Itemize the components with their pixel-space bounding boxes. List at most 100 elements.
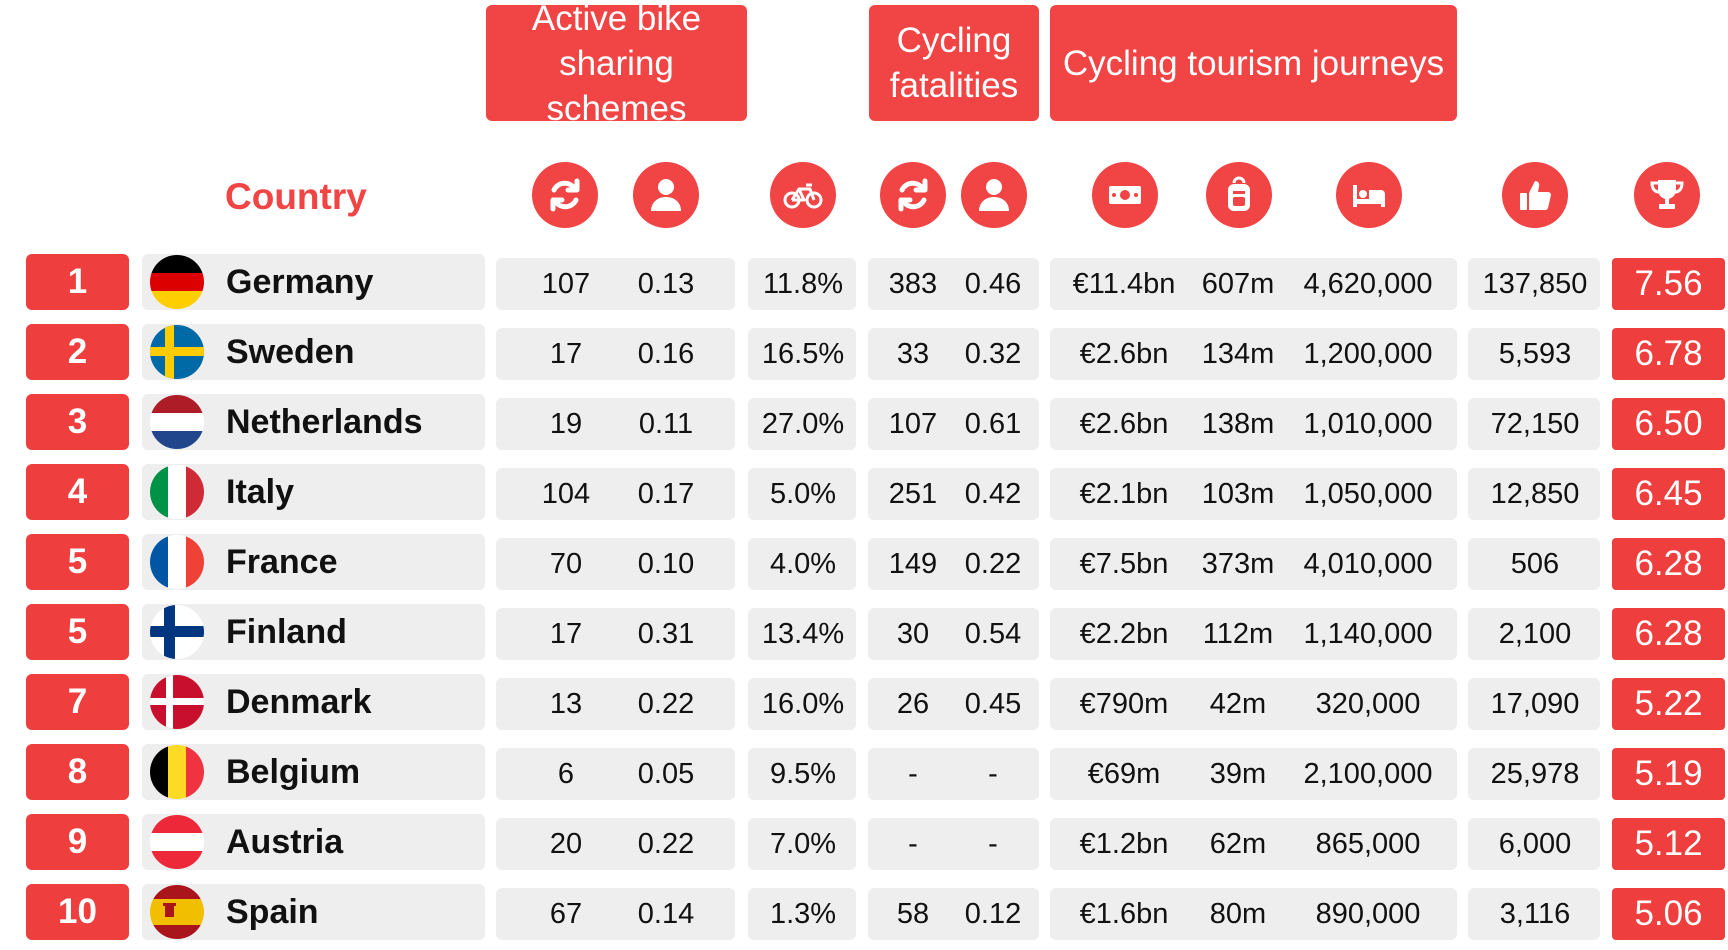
schemes_per_capita-cell: 0.31	[637, 618, 695, 650]
tourism_value-cell: €2.1bn	[1079, 478, 1169, 510]
value-panel	[1050, 398, 1457, 450]
cycling_share-cell: 16.0%	[761, 688, 845, 720]
value-panel	[1468, 258, 1600, 310]
likes-cell: 72,150	[1490, 408, 1580, 440]
tourism_overnight-cell: 4,620,000	[1303, 268, 1433, 300]
tourism-header: Cycling tourism journeys	[1050, 5, 1457, 121]
cycling_share-cell: 9.5%	[769, 758, 837, 790]
schemes-cell: 6	[557, 758, 575, 790]
fatalities-cell: 107	[888, 408, 938, 440]
cycling_share-cell: 4.0%	[769, 548, 837, 580]
tourism_overnight-cell: 320,000	[1315, 688, 1421, 720]
value-panel	[496, 748, 735, 800]
value-panel	[748, 398, 856, 450]
tourism_overnight-cell: 1,010,000	[1303, 408, 1433, 440]
tourism_value-cell: €2.6bn	[1079, 338, 1169, 370]
value-panel	[748, 608, 856, 660]
value-panel	[496, 538, 735, 590]
value-panel	[868, 398, 1039, 450]
country-name: Spain	[226, 893, 319, 931]
tourism_value-cell: €2.6bn	[1079, 408, 1169, 440]
rank-badge: 9	[26, 814, 129, 870]
value-panel	[868, 468, 1039, 520]
belgium-flag	[150, 745, 204, 799]
country-name: Italy	[226, 473, 295, 511]
value-panel	[1468, 328, 1600, 380]
schemes-cell: 17	[549, 338, 583, 370]
schemes-cell: 104	[541, 478, 591, 510]
score-badge: 7.56	[1612, 258, 1725, 310]
bed-icon	[1336, 162, 1402, 228]
likes-cell: 137,850	[1482, 268, 1588, 300]
france-flag	[150, 535, 204, 589]
value-panel	[1050, 258, 1457, 310]
value-panel	[748, 538, 856, 590]
tourism_overnight-cell: 1,050,000	[1303, 478, 1433, 510]
schemes_per_capita-cell: 0.10	[637, 548, 695, 580]
value-panel	[1050, 328, 1457, 380]
tourism_journeys-cell: 373m	[1201, 548, 1275, 580]
value-panel	[748, 468, 856, 520]
table-row: 10 Spain 67 0.14 1.3% 58 0.12 €1.6bn 80m 890,000 3…	[0, 884, 1728, 940]
likes-cell: 3,116	[1499, 898, 1571, 930]
value-panel	[1050, 468, 1457, 520]
likes-cell: 17,090	[1490, 688, 1580, 720]
country-name: Germany	[226, 263, 374, 301]
schemes-cell: 13	[549, 688, 583, 720]
country-name: Austria	[226, 823, 344, 861]
fatalities-cell: 33	[896, 338, 930, 370]
rank-badge: 7	[26, 674, 129, 730]
trophy-icon	[1634, 162, 1700, 228]
tourism_journeys-cell: 80m	[1209, 898, 1267, 930]
table-row: 5 Finland 17 0.31 13.4% 30 0.54 €2.2bn 112m 1,140…	[0, 604, 1728, 660]
schemes_per_capita-cell: 0.05	[637, 758, 695, 790]
rank-badge: 5	[26, 534, 129, 590]
cycling_share-cell: 27.0%	[761, 408, 845, 440]
value-panel	[1050, 538, 1457, 590]
fatalities-cell: 149	[888, 548, 938, 580]
value-panel	[496, 468, 735, 520]
value-panel	[496, 678, 735, 730]
score-badge: 5.22	[1612, 678, 1725, 730]
value-panel	[1050, 888, 1457, 940]
table-row: 3 Netherlands 19 0.11 27.0% 107 0.61 €2.6bn 138m…	[0, 394, 1728, 450]
sweden-flag	[150, 325, 204, 379]
value-panel	[748, 328, 856, 380]
bicycle-icon	[770, 162, 836, 228]
tourism_journeys-cell: 42m	[1209, 688, 1267, 720]
tourism_value-cell: €1.2bn	[1079, 828, 1169, 860]
likes-cell: 12,850	[1490, 478, 1580, 510]
value-panel	[496, 328, 735, 380]
fatalities_per_capita-cell: 0.45	[964, 688, 1022, 720]
rank-badge: 8	[26, 744, 129, 800]
value-panel	[1050, 678, 1457, 730]
country-name: Denmark	[226, 683, 372, 721]
fatalities-cell: 58	[896, 898, 930, 930]
country-column-title: Country	[225, 176, 367, 217]
likes-cell: 5,593	[1498, 338, 1572, 370]
fatalities-cell: -	[908, 828, 918, 860]
value-panel	[496, 258, 735, 310]
value-panel	[1468, 888, 1600, 940]
country-name: France	[226, 543, 338, 581]
country-name: Finland	[226, 613, 347, 651]
table-row: 9 Austria 20 0.22 7.0% - - €1.2bn 62m 865,000 6,00…	[0, 814, 1728, 870]
tourism_value-cell: €790m	[1079, 688, 1169, 720]
score-badge: 6.78	[1612, 328, 1725, 380]
schemes_per_capita-cell: 0.17	[637, 478, 695, 510]
sync-icon	[880, 162, 946, 228]
rank-badge: 5	[26, 604, 129, 660]
table-row: 5 France 70 0.10 4.0% 149 0.22 €7.5bn 373m 4,010,…	[0, 534, 1728, 590]
fatalities_per_capita-cell: -	[988, 758, 998, 790]
fatalities_per_capita-cell: 0.22	[964, 548, 1022, 580]
tourism_journeys-cell: 134m	[1201, 338, 1275, 370]
schemes_per_capita-cell: 0.22	[637, 828, 695, 860]
score-badge: 5.06	[1612, 888, 1725, 940]
table-row: 1 Germany 107 0.13 11.8% 383 0.46 €11.4bn 607m 4,…	[0, 254, 1728, 310]
value-panel	[868, 888, 1039, 940]
tourism_overnight-cell: 2,100,000	[1303, 758, 1433, 790]
netherlands-flag	[150, 395, 204, 449]
fatalities-header: Cycling fatalities	[869, 5, 1039, 121]
tourism_overnight-cell: 1,200,000	[1303, 338, 1433, 370]
finland-flag	[150, 605, 204, 659]
